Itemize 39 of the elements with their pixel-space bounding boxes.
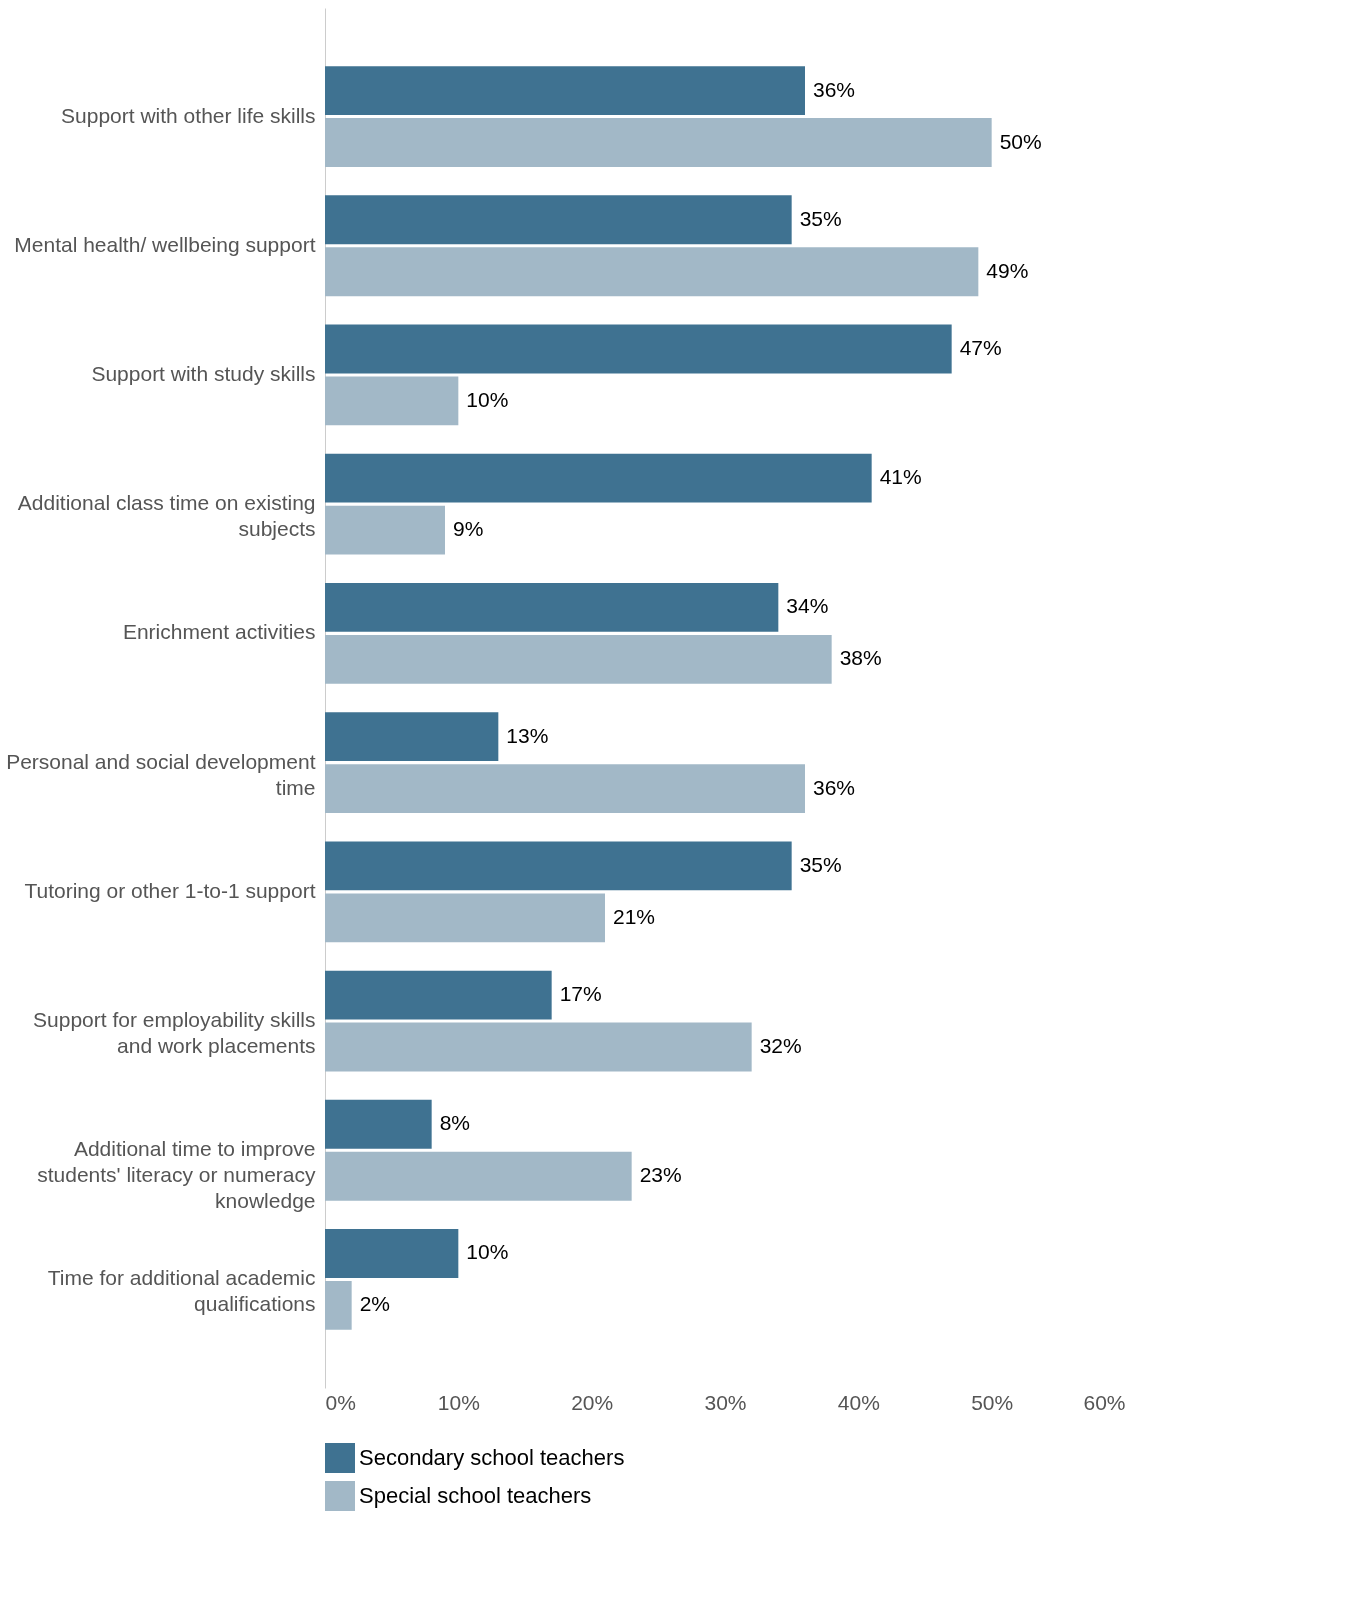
data-label: 41% (879, 465, 922, 489)
x-tick-label: 30% (704, 1390, 747, 1414)
data-label: 32% (759, 1034, 802, 1058)
y-tick-label: Mental health/ wellbeing support (14, 232, 316, 256)
y-tick-label: Time for additional academic qualifications (47, 1266, 316, 1316)
data-label: 36% (813, 77, 856, 101)
data-label: 8% (439, 1111, 471, 1135)
x-tick-label: 50% (971, 1390, 1014, 1414)
legend-label: Special school teachers (359, 1483, 592, 1508)
data-label: 21% (613, 904, 656, 928)
data-label: 34% (786, 594, 829, 618)
data-label: 35% (799, 852, 842, 876)
y-tick-label: Enrichment activities (122, 620, 316, 644)
data-label: 35% (799, 206, 842, 230)
y-tick-label: Tutoring or other 1-to-1 support (24, 878, 316, 902)
data-label: 47% (959, 335, 1002, 359)
x-tick-label: 0% (325, 1390, 356, 1414)
data-label: 49% (986, 258, 1029, 282)
data-label: 38% (839, 646, 882, 670)
data-label: 2% (359, 1292, 391, 1316)
x-tick-label: 10% (437, 1390, 480, 1414)
y-tick-label: Support for employability skills and work placements (33, 1008, 316, 1058)
x-tick-label: 40% (837, 1390, 880, 1414)
y-tick-label: Personal and social development time (6, 749, 316, 799)
legend-label: Secondary school teachers (359, 1445, 625, 1470)
data-label: 13% (506, 723, 549, 747)
x-tick-label: 20% (571, 1390, 614, 1414)
data-label: 9% (453, 517, 484, 541)
y-tick-label: Additional class time on existing subjects (17, 491, 316, 541)
y-tick-label: Support with study skills (91, 361, 316, 385)
data-label: 17% (559, 982, 602, 1006)
data-label: 23% (639, 1163, 682, 1187)
data-label: 36% (813, 775, 856, 799)
y-tick-label: Additional time to improve students' literacy or numeracy knowledge (37, 1137, 316, 1213)
y-tick-label: Support with other life skills (61, 103, 316, 127)
data-label: 50% (999, 129, 1042, 153)
data-label: 10% (466, 387, 509, 411)
x-tick-label: 60% (1083, 1390, 1126, 1414)
data-label: 10% (466, 1240, 509, 1264)
